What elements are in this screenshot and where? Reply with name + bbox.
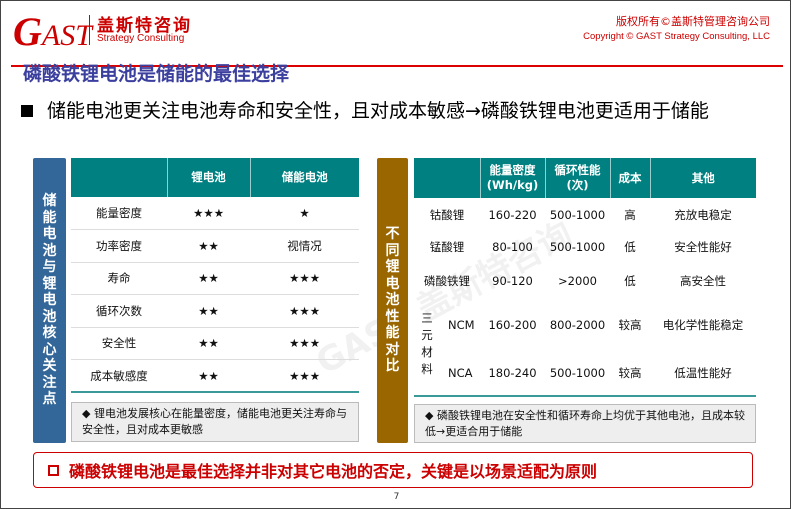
table-cell: NCA [448,366,473,380]
conclusion-box: 磷酸铁锂电池是最佳选择并非对其它电池的否定，关键是以场景适配为原则 [33,452,753,488]
table-cell: >2000 [558,274,597,288]
table-row: NCA 180-240 500-1000 较高 低温性能好 [414,351,756,397]
bullet-square-icon [21,105,33,117]
table-cell: ★★★ [250,262,359,295]
table-cell: 成本敏感度 [71,359,167,393]
table-cell: 循环次数 [71,294,167,328]
table-header: 循环性能 (次) [544,158,610,198]
table-row: 寿命 ★★ ★★★ [71,262,359,295]
copyright-cn: 版权所有©盖斯特管理咨询公司 [616,15,770,28]
right-note: ◆ 磷酸铁锂电池在安全性和循环寿命上均优于其他电池，且成本较低→更适合用于储能 [414,404,756,443]
table-cell: 80-100 [492,240,533,254]
table-header: 储能电池 [249,158,359,197]
logo-divider [89,15,90,45]
table-cell: 寿命 [71,262,167,295]
table-header: 成本 [609,158,650,198]
table-cell: 高 [624,207,636,222]
left-note: ◆ 锂电池发展核心在能量密度，储能电池更关注寿命与安全性，且对成本更敏感 [71,402,359,442]
table-cell: NCM [448,318,475,332]
conclusion-text: 磷酸铁锂电池是最佳选择并非对其它电池的否定，关键是以场景适配为原则 [69,462,598,481]
table-row: 能量密度 ★★★ ★ [71,197,359,230]
table-cell: 安全性能好 [674,240,732,254]
table-cell: 高安全性 [680,274,726,288]
table-row: 钴酸锂 160-220 500-1000 高 充放电稳定 [414,198,756,231]
header-rule [11,65,783,67]
table-cell: 电化学性能稳定 [662,318,744,332]
table-cell: ★★ [167,262,251,295]
bullet-text: 储能电池更关注电池寿命和安全性，且对成本敏感→磷酸铁锂电池更适用于储能 [47,100,709,122]
table-cell: ★★ [167,229,251,263]
table-cell: ★ [250,197,359,230]
page-number: 7 [393,492,400,502]
table-cell: 视情况 [250,229,359,263]
table-header: 能量密度 (Wh/kg) [479,158,545,198]
lithium-vs-storage-table: 锂电池 储能电池 能量密度 ★★★ ★ 功率密度 ★★ 视情况 寿命 ★★ ★★★ 循环次数 ★★ ★★★… [71,158,359,393]
table-cell: 钴酸锂 [429,207,465,222]
table-cell: 低 [624,240,636,254]
table-row: 成本敏感度 ★★ ★★★ [71,359,359,393]
table-header: 锂电池 [166,158,251,197]
hollow-square-icon [48,464,59,476]
brand-name-cn: 盖斯特咨询 [97,16,192,36]
table-cell: 低 [624,274,636,288]
table-cell: 磷酸铁锂 [424,274,470,288]
gast-logo: GAST [13,9,92,54]
table-cell: 500-1000 [545,351,610,397]
table-cell: 锰酸锂 [429,240,465,254]
table-header [71,158,167,197]
right-side-label: 不同锂电池性能对比 [377,158,408,443]
table-cell: ★★★ [250,294,359,328]
table-cell: ★★★ [250,327,359,360]
table-row: 磷酸铁锂 90-120 >2000 低 高安全性 [414,263,756,299]
ternary-label: 三元材料 [421,311,433,376]
table-cell: 500-1000 [549,240,606,254]
table-cell: 低温性能好 [650,351,756,397]
table-cell: 较高 [610,351,650,397]
table-cell: ★★★ [250,359,359,393]
ternary-group-cell: NCA [414,351,480,397]
table-header [414,158,480,198]
table-cell: 充放电稳定 [674,207,732,222]
table-row: 安全性 ★★ ★★★ [71,327,359,360]
brand-name-en: Strategy Consulting [97,33,185,44]
copyright-en: Copyright © GAST Strategy Consulting, LL… [583,31,770,42]
table-cell: 安全性 [71,327,167,360]
table-cell: 500-1000 [549,207,606,222]
table-header: 其他 [649,158,756,198]
table-cell: 能量密度 [71,197,167,230]
table-row: 循环次数 ★★ ★★★ [71,294,359,328]
left-side-label: 储能电池与锂电池核心关注点 [33,158,66,443]
table-cell: 90-120 [492,274,533,288]
battery-comparison-table: 能量密度 (Wh/kg) 循环性能 (次) 成本 其他钴酸锂 160-220 500-10… [414,158,756,397]
ternary-group-cell: 三元材料 NCM [414,299,480,376]
table-row: 功率密度 ★★ 视情况 [71,229,359,263]
table-cell: ★★ [167,294,251,328]
table-cell: 800-2000 [549,318,606,332]
page-title: 磷酸铁锂电池是储能的最佳选择 [23,63,290,85]
table-cell: ★★★ [167,197,251,230]
table-cell: 较高 [618,318,642,332]
table-row: 三元材料 NCM 160-200 800-2000 较高 电化学性能稳定 [414,299,756,376]
table-cell: 180-240 [480,351,545,397]
table-cell: 功率密度 [71,229,167,263]
table-row: 锰酸锂 80-100 500-1000 低 安全性能好 [414,231,756,263]
table-cell: ★★ [167,359,251,393]
table-cell: ★★ [167,327,251,360]
table-cell: 160-220 [488,207,537,222]
table-cell: 160-200 [488,318,537,332]
